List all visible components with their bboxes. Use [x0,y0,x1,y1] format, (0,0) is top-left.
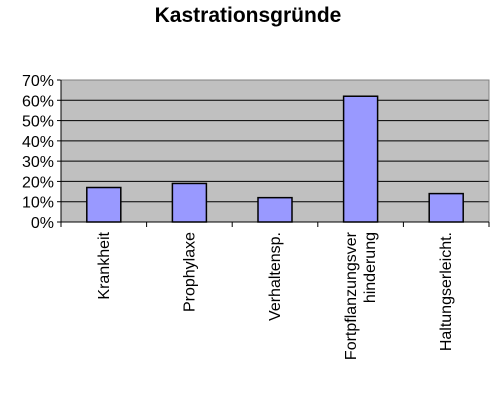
bar [428,192,464,223]
y-tick-label: 20% [22,174,54,191]
bar [342,95,379,223]
y-tick-label: 40% [22,134,54,151]
y-tick-label: 10% [22,195,54,212]
y-tick-label: 60% [22,93,54,110]
x-tick-label: Prophylaxe [181,232,198,312]
x-tick-label: Krankheit [96,231,113,299]
chart-title: Kastrationsgründe [154,4,342,27]
bar [257,196,293,223]
bar [86,186,122,223]
y-tick-label: 30% [22,154,54,171]
x-tick-label: Fortpflanzungsver [343,231,360,360]
y-tick-label: 50% [22,114,54,131]
bar [171,182,208,223]
y-tick-label: 0% [31,215,54,232]
x-tick-label: hinderung [362,232,379,303]
y-tick-label: 70% [22,73,54,90]
x-tick-label: Haltungserleicht. [438,232,455,351]
x-tick-label: Verhaltensp. [267,232,284,321]
